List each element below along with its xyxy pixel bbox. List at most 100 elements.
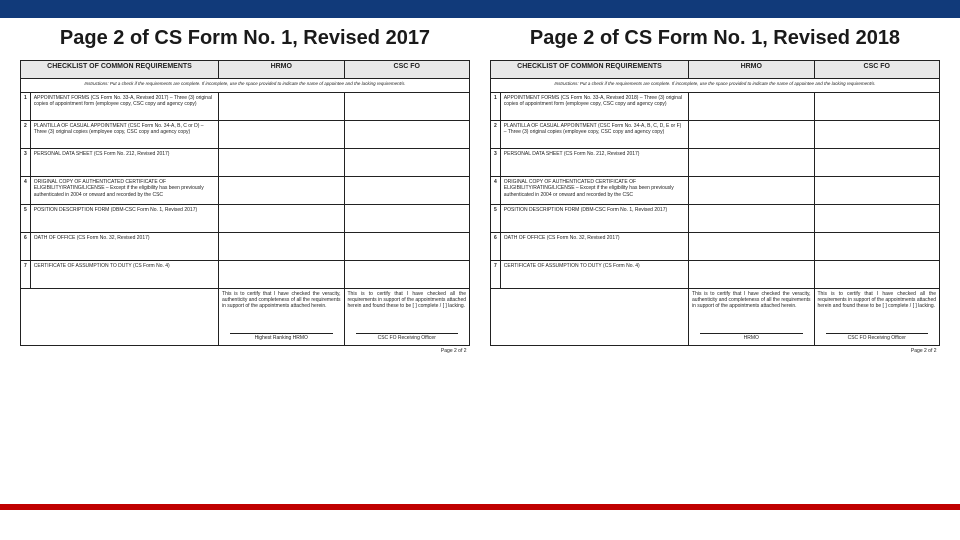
row-csc-cell (814, 121, 940, 149)
row-num: 6 (21, 233, 31, 261)
row-hrmo-cell (219, 149, 344, 177)
row-num: 3 (21, 149, 31, 177)
row-hrmo-cell (689, 233, 814, 261)
row-csc-cell (814, 205, 940, 233)
row-hrmo-cell (219, 121, 344, 149)
row-text: CERTIFICATE OF ASSUMPTION TO DUTY (CS Fo… (30, 261, 218, 289)
row-text: POSITION DESCRIPTION FORM (DBM-CSC Form … (30, 205, 218, 233)
left-panel: Page 2 of CS Form No. 1, Revised 2017 CH… (20, 26, 470, 356)
row-text: APPOINTMENT FORMS (CS Form No. 33-A, Rev… (500, 93, 688, 121)
instructions-text: Instructions: Put a check if the require… (491, 79, 940, 93)
cert-hrmo: This is to certify that I have checked t… (689, 289, 814, 346)
row-text: OATH OF OFFICE (CS Form No. 32, Revised … (500, 233, 688, 261)
certification-row: This is to certify that I have checked t… (491, 289, 940, 346)
row-num: 5 (491, 205, 501, 233)
row-hrmo-cell (689, 121, 814, 149)
row-hrmo-cell (689, 93, 814, 121)
col-checklist-header: CHECKLIST OF COMMON REQUIREMENTS (491, 61, 689, 79)
table-row: 2 PLANTILLA OF CASUAL APPOINTMENT (CSC F… (21, 121, 470, 149)
table-row: 1 APPOINTMENT FORMS (CS Form No. 33-A, R… (21, 93, 470, 121)
header-row: CHECKLIST OF COMMON REQUIREMENTS HRMO CS… (491, 61, 940, 79)
row-num: 6 (491, 233, 501, 261)
cert-hrmo-text: This is to certify that I have checked t… (222, 291, 340, 309)
right-form-table: CHECKLIST OF COMMON REQUIREMENTS HRMO CS… (490, 60, 940, 356)
instructions-text: Instructions: Put a check if the require… (21, 79, 470, 93)
row-hrmo-cell (219, 261, 344, 289)
page-footer: Page 2 of 2 (21, 346, 470, 357)
row-num: 2 (491, 121, 501, 149)
row-hrmo-cell (219, 93, 344, 121)
row-hrmo-cell (689, 261, 814, 289)
top-accent-bar (0, 0, 960, 18)
cert-csc: This is to certify that I have checked a… (814, 289, 940, 346)
row-csc-cell (814, 261, 940, 289)
left-form-table: CHECKLIST OF COMMON REQUIREMENTS HRMO CS… (20, 60, 470, 356)
row-text: OATH OF OFFICE (CS Form No. 32, Revised … (30, 233, 218, 261)
row-num: 2 (21, 121, 31, 149)
row-text: APPOINTMENT FORMS (CS Form No. 33-A, Rev… (30, 93, 218, 121)
col-csc-header: CSC FO (344, 61, 470, 79)
table-row: 4 ORIGINAL COPY OF AUTHENTICATED CERTIFI… (21, 177, 470, 205)
col-checklist-header: CHECKLIST OF COMMON REQUIREMENTS (21, 61, 219, 79)
row-csc-cell (814, 149, 940, 177)
row-text: ORIGINAL COPY OF AUTHENTICATED CERTIFICA… (30, 177, 218, 205)
row-csc-cell (344, 149, 470, 177)
row-text: ORIGINAL COPY OF AUTHENTICATED CERTIFICA… (500, 177, 688, 205)
sign-hrmo-label: HRMO (700, 333, 802, 341)
row-num: 1 (491, 93, 501, 121)
table-row: 6 OATH OF OFFICE (CS Form No. 32, Revise… (21, 233, 470, 261)
row-csc-cell (344, 233, 470, 261)
cert-hrmo: This is to certify that I have checked t… (219, 289, 344, 346)
table-row: 6 OATH OF OFFICE (CS Form No. 32, Revise… (491, 233, 940, 261)
certification-row: This is to certify that I have checked t… (21, 289, 470, 346)
cert-csc: This is to certify that I have checked a… (344, 289, 470, 346)
cert-csc-text: This is to certify that I have checked a… (818, 291, 937, 309)
bottom-accent-bar (0, 504, 960, 510)
row-text: POSITION DESCRIPTION FORM (DBM-CSC Form … (500, 205, 688, 233)
sign-csc-label: CSC FO Receiving Officer (826, 333, 929, 341)
row-csc-cell (344, 177, 470, 205)
left-title: Page 2 of CS Form No. 1, Revised 2017 (60, 26, 430, 50)
row-num: 3 (491, 149, 501, 177)
col-csc-header: CSC FO (814, 61, 940, 79)
row-text: PLANTILLA OF CASUAL APPOINTMENT (CSC For… (500, 121, 688, 149)
cert-hrmo-text: This is to certify that I have checked t… (692, 291, 810, 309)
row-hrmo-cell (219, 177, 344, 205)
header-row: CHECKLIST OF COMMON REQUIREMENTS HRMO CS… (21, 61, 470, 79)
row-csc-cell (344, 261, 470, 289)
page-footer-row: Page 2 of 2 (491, 346, 940, 357)
row-num: 5 (21, 205, 31, 233)
row-csc-cell (344, 205, 470, 233)
comparison-container: Page 2 of CS Form No. 1, Revised 2017 CH… (0, 18, 960, 356)
row-text: PLANTILLA OF CASUAL APPOINTMENT (CSC For… (30, 121, 218, 149)
page-footer: Page 2 of 2 (491, 346, 940, 357)
table-row: 7 CERTIFICATE OF ASSUMPTION TO DUTY (CS … (21, 261, 470, 289)
instructions-row: Instructions: Put a check if the require… (491, 79, 940, 93)
row-hrmo-cell (689, 205, 814, 233)
page-footer-row: Page 2 of 2 (21, 346, 470, 357)
sign-csc-label: CSC FO Receiving Officer (356, 333, 459, 341)
row-csc-cell (344, 93, 470, 121)
cert-blank (491, 289, 689, 346)
row-num: 4 (491, 177, 501, 205)
row-hrmo-cell (689, 177, 814, 205)
row-num: 1 (21, 93, 31, 121)
row-hrmo-cell (219, 233, 344, 261)
row-text: CERTIFICATE OF ASSUMPTION TO DUTY (CS Fo… (500, 261, 688, 289)
row-num: 7 (21, 261, 31, 289)
sign-hrmo-label: Highest Ranking HRMO (230, 333, 332, 341)
right-title: Page 2 of CS Form No. 1, Revised 2018 (530, 26, 900, 50)
row-csc-cell (814, 93, 940, 121)
table-row: 4 ORIGINAL COPY OF AUTHENTICATED CERTIFI… (491, 177, 940, 205)
cert-csc-text: This is to certify that I have checked a… (348, 291, 467, 309)
table-row: 1 APPOINTMENT FORMS (CS Form No. 33-A, R… (491, 93, 940, 121)
table-row: 2 PLANTILLA OF CASUAL APPOINTMENT (CSC F… (491, 121, 940, 149)
instructions-row: Instructions: Put a check if the require… (21, 79, 470, 93)
row-num: 4 (21, 177, 31, 205)
cert-blank (21, 289, 219, 346)
col-hrmo-header: HRMO (219, 61, 344, 79)
row-csc-cell (814, 233, 940, 261)
table-row: 7 CERTIFICATE OF ASSUMPTION TO DUTY (CS … (491, 261, 940, 289)
table-row: 3 PERSONAL DATA SHEET (CS Form No. 212, … (21, 149, 470, 177)
col-hrmo-header: HRMO (689, 61, 814, 79)
